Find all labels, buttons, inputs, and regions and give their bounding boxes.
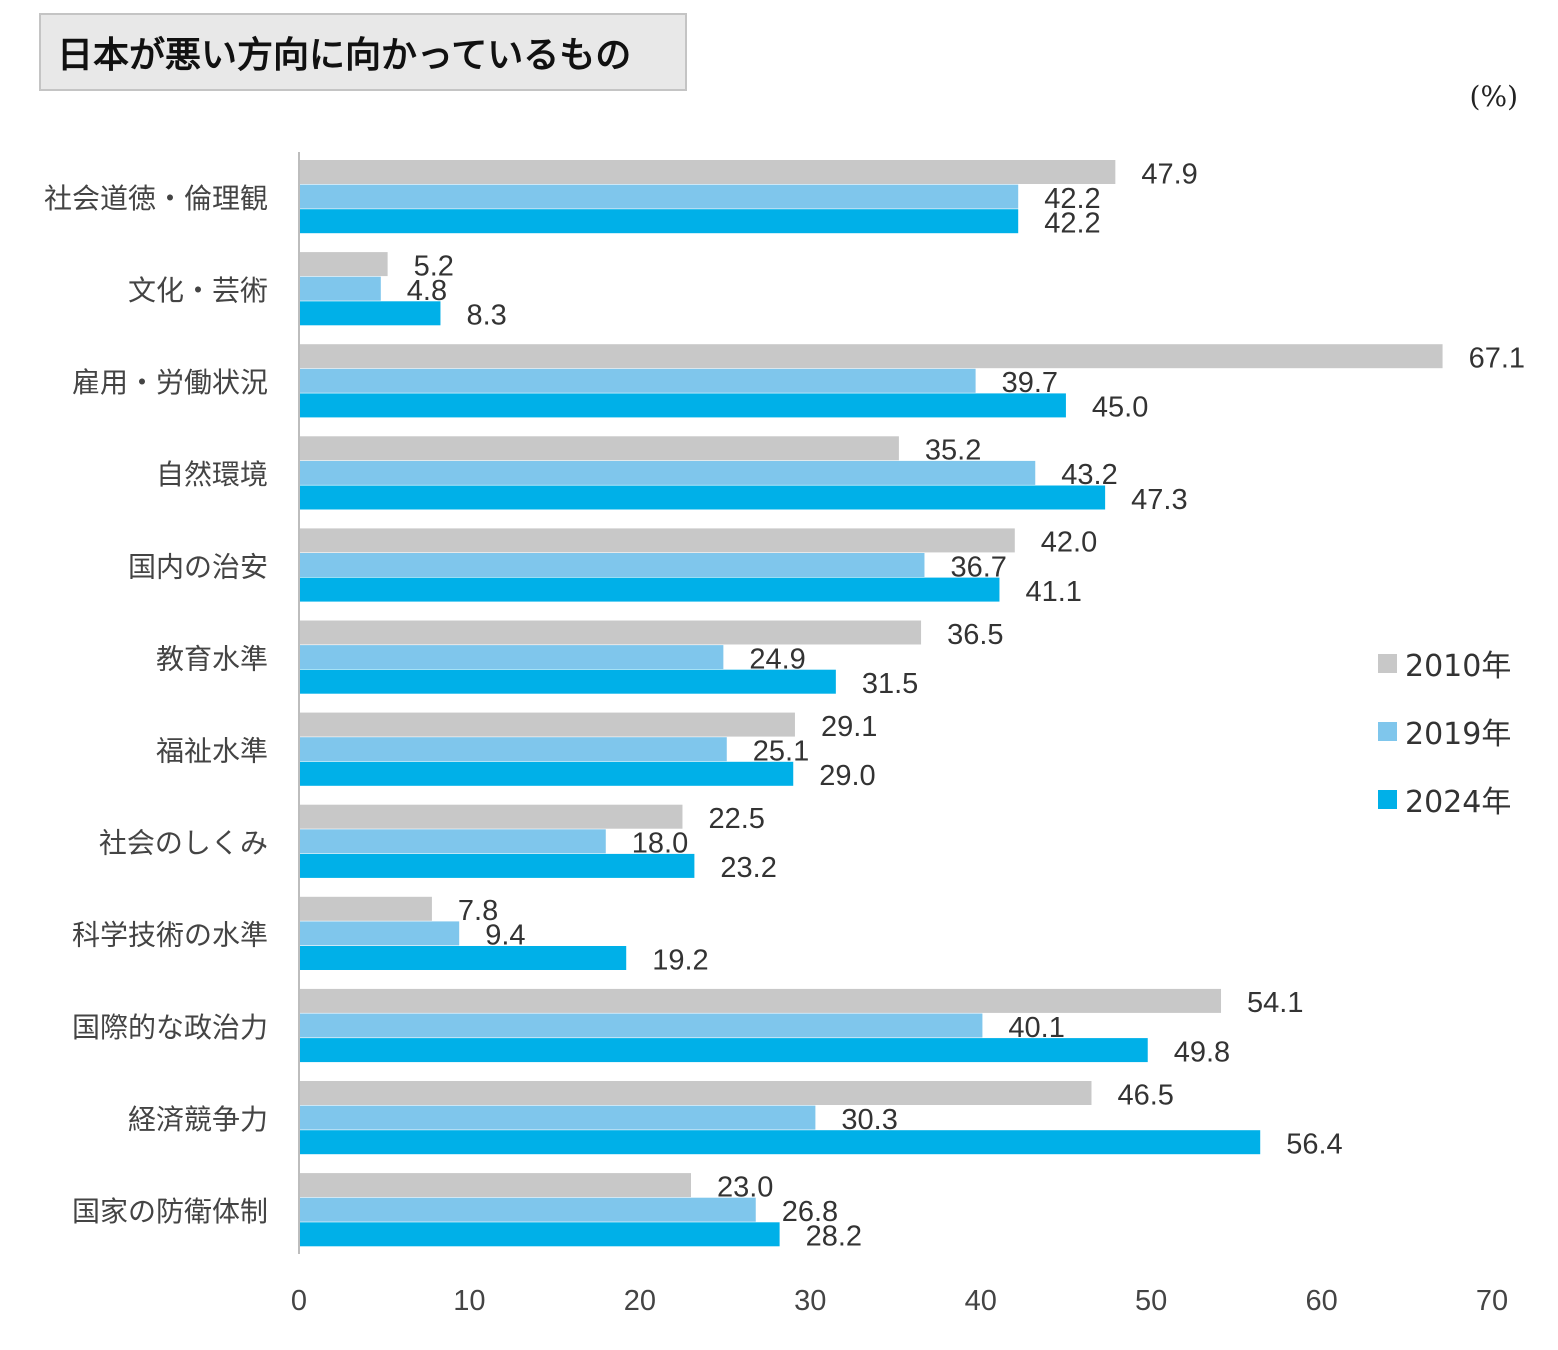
bar xyxy=(299,1013,983,1038)
data-label: 26.8 xyxy=(782,1196,838,1228)
bar xyxy=(299,620,922,645)
data-label: 47.9 xyxy=(1141,158,1197,190)
bar xyxy=(299,988,1222,1013)
bar xyxy=(299,160,1116,184)
x-tick-label: 0 xyxy=(291,1285,307,1317)
category-label: 文化・芸術 xyxy=(128,275,268,306)
legend-label: 2024年 xyxy=(1405,785,1512,820)
x-tick-label: 70 xyxy=(1476,1285,1508,1317)
legend-label: 2019年 xyxy=(1405,717,1512,752)
bar xyxy=(299,804,683,829)
x-tick-label: 20 xyxy=(624,1285,656,1317)
legend-item: 2019年 xyxy=(1378,709,1511,753)
data-label: 56.4 xyxy=(1286,1129,1342,1161)
unit-label: (%) xyxy=(1469,80,1518,113)
legend-label: 2010年 xyxy=(1405,649,1512,684)
bar xyxy=(299,1197,756,1222)
bar xyxy=(299,712,795,737)
data-label: 45.0 xyxy=(1092,392,1148,424)
bar xyxy=(299,184,1019,209)
category-label: 福祉水準 xyxy=(156,736,268,767)
category-label: 社会のしくみ xyxy=(99,828,268,859)
data-label: 5.2 xyxy=(414,250,454,282)
legend-swatch xyxy=(1378,721,1397,741)
category-label: 国家の防衛体制 xyxy=(72,1196,268,1227)
bar xyxy=(299,1130,1261,1155)
x-tick-label: 30 xyxy=(794,1285,826,1317)
bar xyxy=(299,577,1000,602)
bar xyxy=(299,1081,1092,1105)
bar xyxy=(299,252,388,277)
x-tick-label: 10 xyxy=(453,1285,485,1317)
bar xyxy=(299,1038,1148,1063)
x-tick-label: 60 xyxy=(1305,1285,1337,1317)
bar xyxy=(299,1173,691,1198)
category-label: 国際的な政治力 xyxy=(72,1012,268,1043)
bar xyxy=(299,301,441,326)
bar xyxy=(299,829,606,854)
category-label: 国内の治安 xyxy=(128,551,268,582)
bar xyxy=(299,737,727,762)
bar xyxy=(299,344,1443,369)
data-label: 31.5 xyxy=(862,668,918,700)
chart-title-box: 日本が悪い方向に向かっているもの xyxy=(39,13,687,91)
legend-swatch xyxy=(1378,653,1397,673)
data-label: 42.0 xyxy=(1041,527,1097,559)
data-label: 42.2 xyxy=(1044,208,1100,240)
bar xyxy=(299,1105,816,1130)
bar xyxy=(299,946,627,970)
data-label: 8.3 xyxy=(466,300,506,332)
data-label: 28.2 xyxy=(806,1221,862,1253)
bar xyxy=(299,853,695,878)
bar xyxy=(299,645,724,670)
bar xyxy=(299,921,460,946)
category-label: 経済競争力 xyxy=(128,1104,268,1135)
bar xyxy=(299,276,381,301)
legend-swatch xyxy=(1378,789,1397,809)
bar xyxy=(299,485,1106,510)
bar xyxy=(299,896,432,921)
bar xyxy=(299,209,1019,234)
category-label: 教育水準 xyxy=(156,643,268,674)
bar xyxy=(299,1222,780,1247)
data-label: 36.5 xyxy=(947,619,1003,651)
data-label: 29.1 xyxy=(821,711,877,743)
data-label: 46.5 xyxy=(1117,1079,1173,1111)
data-label: 7.8 xyxy=(458,895,498,927)
bar xyxy=(299,528,1015,553)
bar xyxy=(299,553,925,577)
bar xyxy=(299,460,1036,485)
legend-item: 2024年 xyxy=(1378,777,1511,821)
data-label: 23.2 xyxy=(720,852,776,884)
bar xyxy=(299,761,794,786)
x-tick-label: 50 xyxy=(1135,1285,1167,1317)
data-label: 41.1 xyxy=(1025,576,1081,608)
bar xyxy=(299,368,976,393)
category-label: 科学技術の水準 xyxy=(72,920,268,951)
legend-item: 2010年 xyxy=(1378,641,1511,685)
category-label: 社会道徳・倫理観 xyxy=(44,183,268,214)
data-label: 19.2 xyxy=(652,944,708,976)
data-label: 47.3 xyxy=(1131,484,1187,516)
chart-title: 日本が悪い方向に向かっているもの xyxy=(57,35,632,76)
data-label: 29.0 xyxy=(819,760,875,792)
bar xyxy=(299,436,899,461)
data-label: 42.2 xyxy=(1044,183,1100,215)
data-label: 67.1 xyxy=(1469,343,1525,375)
bar xyxy=(299,393,1066,418)
x-tick-label: 40 xyxy=(965,1285,997,1317)
data-label: 54.1 xyxy=(1247,987,1303,1019)
category-label: 自然環境 xyxy=(156,459,268,490)
category-label: 雇用・労働状況 xyxy=(72,367,268,398)
data-label: 22.5 xyxy=(708,803,764,835)
data-label: 49.8 xyxy=(1174,1036,1230,1068)
bar xyxy=(299,669,836,694)
